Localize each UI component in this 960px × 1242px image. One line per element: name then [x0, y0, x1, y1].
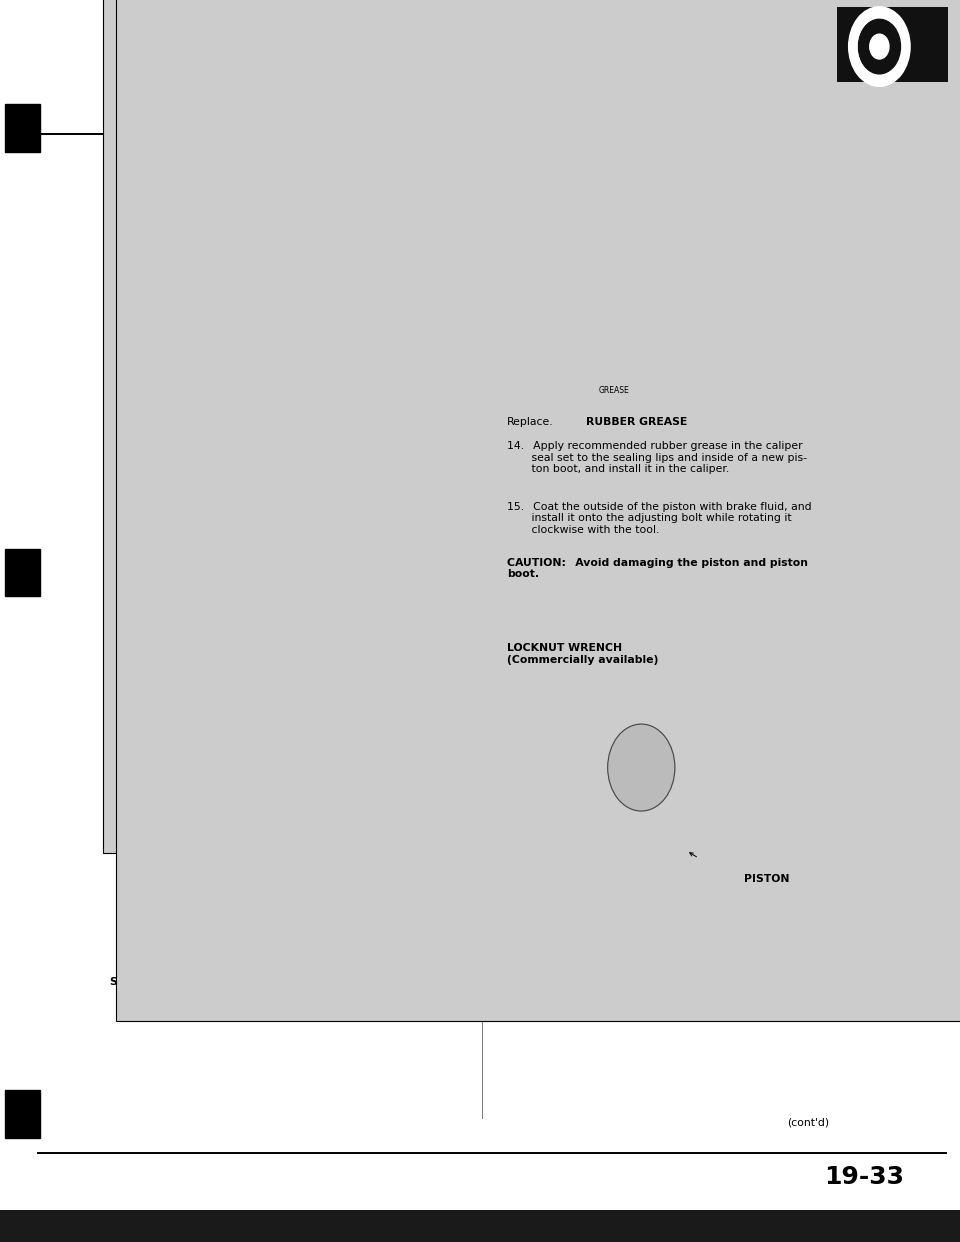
FancyBboxPatch shape [499, 248, 931, 380]
Text: PISTON SEAL: PISTON SEAL [634, 197, 713, 207]
Circle shape [858, 19, 900, 75]
Text: LOCKNUT WRENCH
(Commercially available): LOCKNUT WRENCH (Commercially available) [507, 643, 659, 664]
FancyBboxPatch shape [691, 266, 806, 368]
Text: SHAFT: SHAFT [110, 190, 151, 200]
Polygon shape [5, 104, 40, 152]
Text: carmanualsonline.info: carmanualsonline.info [415, 1215, 545, 1227]
FancyBboxPatch shape [518, 745, 600, 795]
Text: 15.  Coat the outside of the piston with brake fluid, and
       install it onto: 15. Coat the outside of the piston with … [507, 502, 811, 535]
FancyBboxPatch shape [0, 1210, 960, 1242]
Text: 19-33: 19-33 [824, 1165, 904, 1189]
Text: (cont'd): (cont'd) [787, 1118, 829, 1128]
Circle shape [870, 34, 889, 60]
FancyBboxPatch shape [499, 671, 931, 888]
Text: CIRCLIP: CIRCLIP [278, 777, 325, 787]
Text: SPRING
COVER: SPRING COVER [398, 310, 444, 332]
Text: Replace.: Replace. [507, 417, 554, 427]
Circle shape [849, 7, 910, 87]
FancyBboxPatch shape [837, 7, 948, 82]
Text: 14.  Apply recommended rubber grease in the caliper
       seal set to the seali: 14. Apply recommended rubber grease in t… [507, 441, 806, 474]
Text: Replace.: Replace. [634, 216, 681, 226]
Text: SILICONE GREASE: SILICONE GREASE [634, 231, 742, 241]
Text: GREASE: GREASE [599, 386, 630, 395]
Text: 13.  Coat a new piston seal with recommended silicone
       grease in the calip: 13. Coat a new piston seal with recommen… [507, 153, 824, 186]
Circle shape [613, 325, 619, 333]
Text: PISTON: PISTON [744, 874, 789, 884]
FancyBboxPatch shape [501, 256, 573, 375]
Polygon shape [5, 549, 40, 596]
FancyBboxPatch shape [595, 768, 691, 879]
Text: RUBBER GREASE: RUBBER GREASE [586, 417, 686, 427]
FancyBboxPatch shape [499, 373, 787, 389]
Circle shape [621, 325, 627, 333]
Text: GREASE: GREASE [586, 219, 616, 227]
Text: NOTE:  Check that the circlip is seated in the groove
properly.: NOTE: Check that the circlip is seated i… [110, 576, 398, 597]
FancyBboxPatch shape [116, 0, 960, 1021]
Text: PISTON BOOT: PISTON BOOT [507, 395, 590, 405]
Text: SPRING COVER: SPRING COVER [110, 977, 202, 987]
Text: SNAP RING
PLIERS
07914 – SA50001: SNAP RING PLIERS 07914 – SA50001 [302, 661, 407, 694]
Text: 11.  Check that the flared end of the spring cover is below
       the circlip g: 11. Check that the flared end of the spr… [110, 496, 431, 517]
Text: 10.  Install the special tool onto the spring cover, and
       turn the shaft u: 10. Install the special tool onto the sp… [110, 153, 407, 174]
Circle shape [608, 724, 675, 811]
Text: PLATE: PLATE [250, 233, 287, 243]
Circle shape [621, 309, 627, 317]
Polygon shape [5, 1090, 40, 1138]
Text: BRAKE SPRING
COMPRESSOR
07HAE–SG00100: BRAKE SPRING COMPRESSOR 07HAE–SG00100 [259, 258, 359, 292]
Text: CIRCLIP
GROOVE: CIRCLIP GROOVE [398, 355, 449, 376]
Text: CAUTION:  Avoid damaging the piston and piston
boot.: CAUTION: Avoid damaging the piston and p… [507, 558, 808, 579]
FancyBboxPatch shape [576, 261, 691, 373]
Circle shape [613, 309, 619, 317]
FancyBboxPatch shape [103, 0, 960, 853]
Text: 12.  Install the circlip into the groove, then remove the
       special tool.: 12. Install the circlip into the groove,… [110, 538, 412, 559]
